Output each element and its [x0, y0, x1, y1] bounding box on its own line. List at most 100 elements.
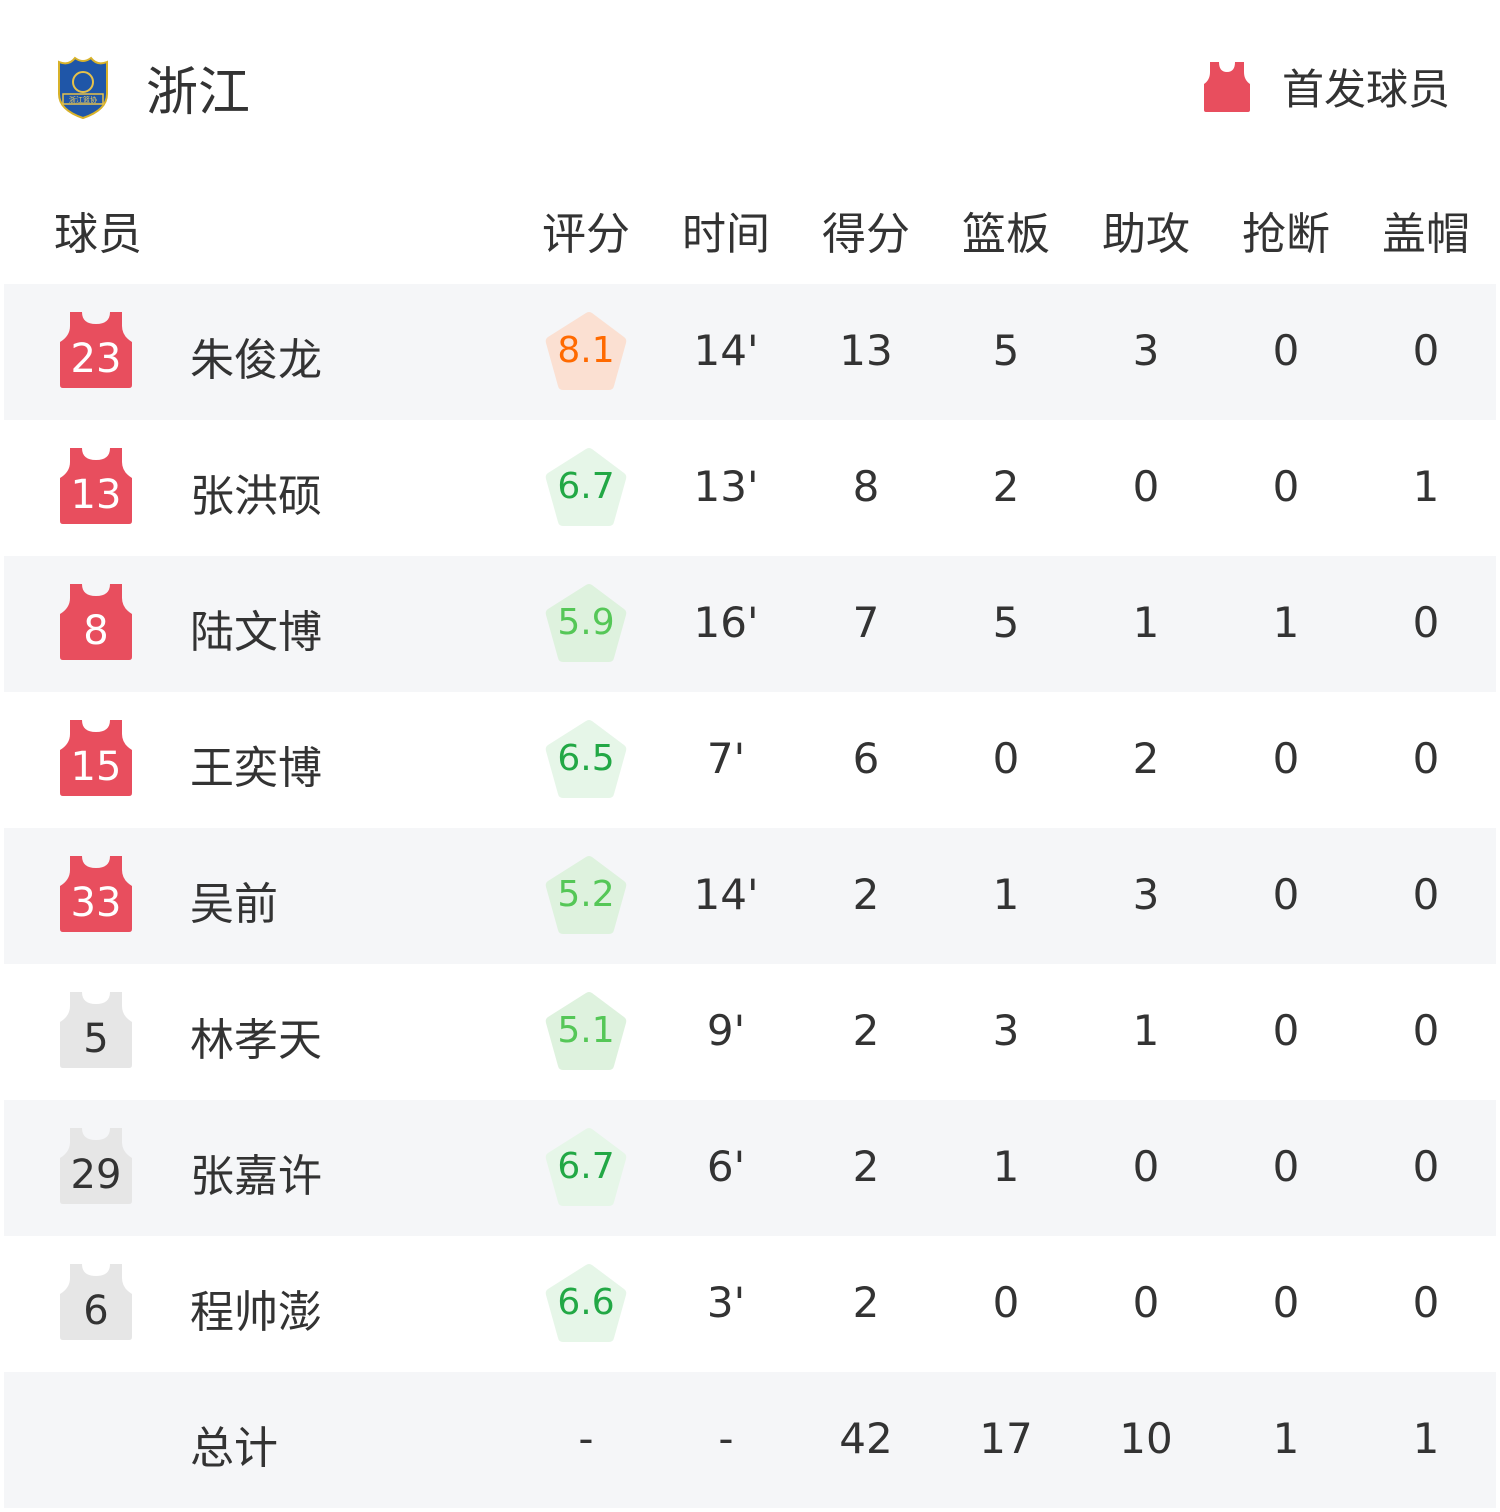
- points-cell: 7: [852, 598, 880, 647]
- jersey-number: 8: [83, 608, 109, 654]
- totals-rebounds: 17: [979, 1414, 1033, 1463]
- steals-cell: 0: [1272, 1006, 1300, 1055]
- col-steals[interactable]: 抢断: [1242, 209, 1330, 260]
- starter-legend: 首发球员: [1203, 56, 1450, 117]
- steals-cell: 0: [1272, 326, 1300, 375]
- col-rebounds[interactable]: 篮板: [962, 209, 1050, 260]
- jersey-icon: 33: [60, 856, 132, 932]
- player-name[interactable]: 王奕博: [190, 743, 322, 794]
- time-cell: 7': [706, 734, 746, 783]
- player-name[interactable]: 张嘉许: [190, 1151, 322, 1202]
- rating-value: 5.1: [557, 1010, 615, 1051]
- blocks-cell: 0: [1412, 1278, 1440, 1327]
- blocks-cell: 0: [1412, 1006, 1440, 1055]
- steals-cell: 1: [1272, 598, 1300, 647]
- time-cell: 14': [693, 870, 759, 919]
- blocks-cell: 1: [1412, 462, 1440, 511]
- player-row[interactable]: 15 王奕博 6.5 7' 6 0 2 0 0: [4, 692, 1496, 828]
- rating-value: 6.5: [557, 738, 615, 779]
- team-logo: 浙江篮协: [58, 56, 108, 120]
- totals-rating: -: [578, 1414, 594, 1463]
- rebounds-cell: 0: [992, 1278, 1020, 1327]
- player-row[interactable]: 13 张洪硕 6.7 13' 8 2 0 0 1: [4, 420, 1496, 556]
- points-cell: 2: [852, 1006, 880, 1055]
- jersey-icon: 5: [60, 992, 132, 1068]
- blocks-cell: 0: [1412, 734, 1440, 783]
- rebounds-cell: 5: [992, 598, 1020, 647]
- legend-label: 首发球员: [1281, 65, 1450, 114]
- rating-badge: 5.2: [544, 854, 628, 936]
- player-name[interactable]: 张洪硕: [190, 471, 322, 522]
- player-name[interactable]: 陆文博: [190, 607, 322, 658]
- rating-badge: 5.9: [544, 582, 628, 664]
- col-rating[interactable]: 评分: [542, 209, 630, 260]
- jersey-number: 6: [83, 1288, 109, 1334]
- totals-steals: 1: [1272, 1414, 1300, 1463]
- player-name[interactable]: 林孝天: [190, 1015, 322, 1066]
- player-row[interactable]: 5 林孝天 5.1 9' 2 3 1 0 0: [4, 964, 1496, 1100]
- steals-cell: 0: [1272, 462, 1300, 511]
- jersey-icon: 15: [60, 720, 132, 796]
- points-cell: 2: [852, 1278, 880, 1327]
- rating-badge: 8.1: [544, 310, 628, 392]
- table-header: 球员 评分 时间 得分 篮板 助攻 抢断 盖帽: [0, 170, 1500, 284]
- steals-cell: 0: [1272, 1142, 1300, 1191]
- jersey-icon: 23: [60, 312, 132, 388]
- player-row[interactable]: 33 吴前 5.2 14' 2 1 3 0 0: [4, 828, 1496, 964]
- time-cell: 6': [706, 1142, 746, 1191]
- col-time[interactable]: 时间: [682, 209, 770, 260]
- rebounds-cell: 0: [992, 734, 1020, 783]
- jersey-number: 33: [70, 880, 122, 926]
- time-cell: 13': [693, 462, 759, 511]
- blocks-cell: 0: [1412, 326, 1440, 375]
- col-assists[interactable]: 助攻: [1102, 209, 1190, 260]
- totals-row: 总计 - - 42 17 10 1 1: [4, 1372, 1496, 1508]
- jersey-number: 13: [70, 472, 122, 518]
- team-name: 浙江: [146, 63, 251, 123]
- assists-cell: 3: [1132, 326, 1160, 375]
- blocks-cell: 0: [1412, 1142, 1440, 1191]
- points-cell: 6: [852, 734, 880, 783]
- assists-cell: 0: [1132, 1278, 1160, 1327]
- player-name[interactable]: 程帅澎: [190, 1287, 322, 1338]
- time-cell: 14': [693, 326, 759, 375]
- rebounds-cell: 5: [992, 326, 1020, 375]
- points-cell: 2: [852, 870, 880, 919]
- totals-label: 总计: [190, 1423, 278, 1474]
- blocks-cell: 0: [1412, 598, 1440, 647]
- jersey-number: 29: [70, 1152, 122, 1198]
- blocks-cell: 0: [1412, 870, 1440, 919]
- col-points[interactable]: 得分: [822, 209, 910, 260]
- steals-cell: 0: [1272, 870, 1300, 919]
- assists-cell: 1: [1132, 598, 1160, 647]
- rating-badge: 6.5: [544, 718, 628, 800]
- jersey-icon: 6: [60, 1264, 132, 1340]
- svg-text:浙江篮协: 浙江篮协: [69, 95, 97, 104]
- assists-cell: 1: [1132, 1006, 1160, 1055]
- jersey-icon: [1203, 61, 1250, 112]
- jersey-icon: 8: [60, 584, 132, 660]
- totals-blocks: 1: [1412, 1414, 1440, 1463]
- player-name[interactable]: 吴前: [190, 879, 278, 930]
- points-cell: 13: [839, 326, 893, 375]
- rating-value: 6.7: [557, 466, 615, 507]
- player-row[interactable]: 23 朱俊龙 8.1 14' 13 5 3 0 0: [4, 284, 1496, 420]
- rating-value: 8.1: [557, 330, 615, 371]
- steals-cell: 0: [1272, 734, 1300, 783]
- player-row[interactable]: 8 陆文博 5.9 16' 7 5 1 1 0: [4, 556, 1496, 692]
- assists-cell: 3: [1132, 870, 1160, 919]
- player-name[interactable]: 朱俊龙: [190, 335, 322, 386]
- jersey-number: 15: [70, 744, 122, 790]
- assists-cell: 2: [1132, 734, 1160, 783]
- rating-value: 5.9: [557, 602, 615, 643]
- rebounds-cell: 1: [992, 870, 1020, 919]
- jersey-icon: 29: [60, 1128, 132, 1204]
- col-player: 球员: [54, 209, 142, 260]
- player-row[interactable]: 6 程帅澎 6.6 3' 2 0 0 0 0: [4, 1236, 1496, 1372]
- rebounds-cell: 2: [992, 462, 1020, 511]
- rebounds-cell: 3: [992, 1006, 1020, 1055]
- rating-value: 6.6: [557, 1282, 615, 1323]
- jersey-number: 5: [83, 1016, 109, 1062]
- col-blocks[interactable]: 盖帽: [1382, 209, 1470, 260]
- player-row[interactable]: 29 张嘉许 6.7 6' 2 1 0 0 0: [4, 1100, 1496, 1236]
